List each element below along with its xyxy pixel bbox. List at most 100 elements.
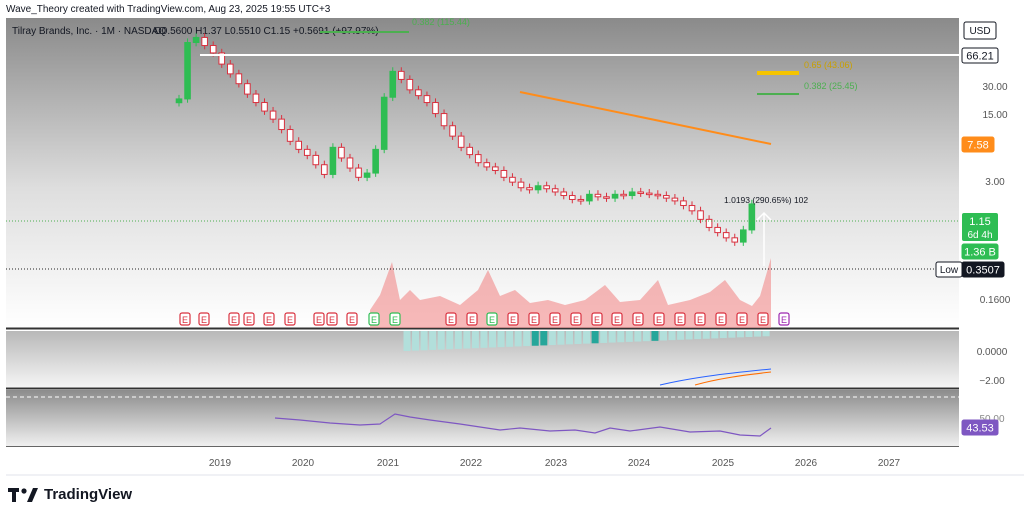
badge-rsi-text: 43.53 <box>966 423 994 435</box>
macd-bar <box>642 331 650 342</box>
ohlc-info: O0.5600 H1.37 L0.5510 C1.15 +0.5691 (+97… <box>154 26 379 37</box>
earnings-marker-label: E <box>371 315 377 325</box>
rsi-line <box>274 413 772 437</box>
candle-body <box>432 102 439 115</box>
x-tick-label: 2022 <box>460 458 483 469</box>
macd-bar <box>754 331 762 337</box>
candle-body <box>671 197 679 202</box>
earnings-marker <box>243 312 255 326</box>
earnings-marker-label: E <box>316 315 322 325</box>
badge-66 <box>961 47 999 64</box>
candle-body <box>278 118 285 131</box>
macd-bar <box>412 331 420 351</box>
candle-body <box>543 185 550 190</box>
macd-signal-line <box>694 371 772 386</box>
candle-body <box>474 154 482 164</box>
badge-volume <box>961 243 999 260</box>
candle-body <box>184 42 191 100</box>
earnings-marker <box>284 312 296 326</box>
macd-bar <box>497 331 505 348</box>
candle-body <box>517 181 525 189</box>
earnings-marker-label: E <box>231 315 237 325</box>
candle-body <box>722 232 730 239</box>
earnings-marker <box>445 312 457 326</box>
candle-body <box>688 205 696 212</box>
macd-bar <box>617 331 625 343</box>
candle-body <box>209 45 217 54</box>
macd-bar <box>668 331 676 341</box>
candle-body <box>440 113 448 127</box>
candle-body <box>560 191 568 197</box>
fib-label-2: 0.65 (43.06) <box>804 60 853 70</box>
currency-button[interactable] <box>963 21 997 40</box>
candle-body <box>415 89 422 97</box>
candle-body <box>286 129 294 142</box>
chart-credit: Wave_Theory created with TradingView.com… <box>6 4 331 15</box>
macd-bar <box>523 331 531 347</box>
earnings-marker <box>757 312 769 326</box>
x-tick-label: 2019 <box>209 458 232 469</box>
earnings-marker-label: E <box>469 315 475 325</box>
badge-current-text: 1.15 <box>969 216 990 228</box>
macd-bar <box>736 331 744 338</box>
x-tick-label: 2027 <box>878 458 901 469</box>
symbol-info: Tilray Brands, Inc. · 1M · NASDAQ <box>12 26 166 37</box>
macd-bar <box>600 331 608 343</box>
macd-bar <box>548 331 556 346</box>
candle-body <box>603 196 610 199</box>
candle-body <box>372 148 379 174</box>
candle-body <box>483 162 491 168</box>
badge-low-text: 0.3507 <box>966 265 1000 277</box>
macd-tick-label: −2.00 <box>979 376 1005 387</box>
earnings-marker-label: E <box>287 315 293 325</box>
candle-body <box>594 193 602 198</box>
candle-body <box>329 146 337 175</box>
earnings-marker <box>389 312 401 326</box>
earnings-marker <box>549 312 561 326</box>
candle-body <box>227 63 234 75</box>
macd-bar <box>489 331 496 348</box>
macd-histogram <box>403 331 770 351</box>
earnings-marker <box>179 312 191 326</box>
candle-body <box>192 36 200 44</box>
candle-body <box>586 193 593 202</box>
earnings-marker-label: E <box>552 315 558 325</box>
tradingview-logo: TradingView <box>8 486 132 503</box>
x-axis-ticks: 2019 2020 2021 2022 2023 2024 2025 2026 2027 <box>209 458 901 469</box>
macd-bar <box>762 331 770 337</box>
macd-bar <box>420 331 428 351</box>
tradingview-logo-icon <box>8 487 38 502</box>
y-tick-label: 30.00 <box>982 82 1007 93</box>
candle-body <box>389 70 397 98</box>
candle-body <box>731 237 739 243</box>
candle-body <box>680 200 687 207</box>
candle-body <box>201 36 208 47</box>
badge-rsi <box>961 419 999 436</box>
x-tick-label: 2025 <box>712 458 735 469</box>
earnings-marker-label: E <box>349 315 355 325</box>
candle-body <box>406 78 414 91</box>
currency-label: USD <box>969 26 990 37</box>
macd-bar <box>506 331 514 347</box>
macd-bar <box>634 331 642 342</box>
x-tick-label: 2023 <box>545 458 568 469</box>
earnings-marker-label: E <box>448 315 454 325</box>
candle-body <box>620 193 627 197</box>
badge-volume-text: 1.36 B <box>964 247 996 259</box>
earnings-marker-label: E <box>781 315 787 325</box>
earnings-marker-label: E <box>246 315 252 325</box>
earnings-marker <box>736 312 748 326</box>
earnings-marker-label: E <box>614 315 620 325</box>
price-badges: 66.21 7.58 1.15 6d 4h 1.36 B Low 0.3507 43.53 <box>935 47 1005 436</box>
candle-body <box>321 164 328 175</box>
earnings-marker-label: E <box>510 315 516 325</box>
candle-body <box>705 218 713 228</box>
earnings-marker <box>611 312 623 326</box>
macd-bar <box>514 331 522 347</box>
badge-current <box>962 213 998 241</box>
macd-bar <box>728 331 736 338</box>
candle-body <box>534 185 542 191</box>
earnings-marker <box>715 312 727 326</box>
